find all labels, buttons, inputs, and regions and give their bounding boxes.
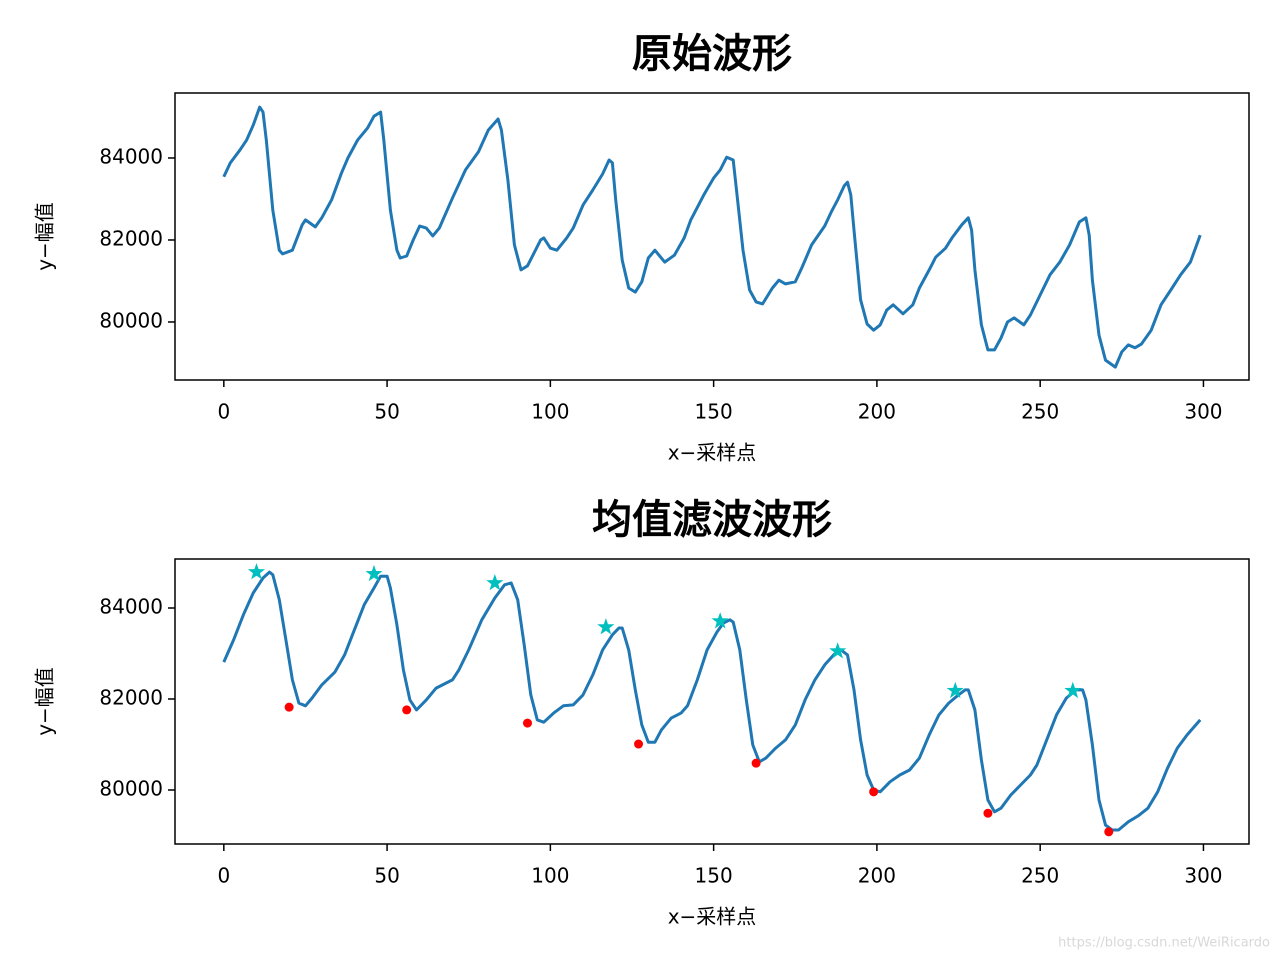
x-tick-label: 0 — [217, 400, 230, 424]
x-tick-label: 200 — [858, 864, 896, 888]
x-axis-label: x−采样点 — [668, 905, 757, 929]
line-series — [222, 570, 1202, 832]
x-tick-label: 250 — [1021, 864, 1059, 888]
x-tick-label: 0 — [217, 864, 230, 888]
trough-marker — [751, 758, 761, 768]
x-tick-label: 100 — [531, 864, 569, 888]
x-tick-label: 150 — [695, 400, 733, 424]
x-tick-label: 300 — [1184, 864, 1222, 888]
subplot: 均值滤波波形 x−采样点 y−幅值 0 50 100 150 200 250 300 80000 82… — [33, 496, 1271, 951]
x-tick-label: 50 — [374, 400, 399, 424]
y-tick-label: 80000 — [99, 308, 163, 332]
peak-marker — [829, 642, 847, 659]
chart-title: 原始波形 — [632, 30, 792, 77]
trough-marker — [983, 808, 993, 818]
subplot: 原始波形 x−采样点 y−幅值 0 50 100 150 200 250 300 80000 8200… — [33, 30, 1250, 465]
trough-marker — [869, 787, 879, 797]
axes-frame — [174, 92, 1250, 381]
trough-marker — [523, 718, 533, 728]
trough-marker — [634, 739, 644, 749]
trough-marker — [284, 702, 294, 712]
peak-marker — [247, 563, 265, 580]
watermark: https://blog.csdn.net/WeiRicardo — [1058, 936, 1270, 951]
x-tick-label: 300 — [1184, 400, 1222, 424]
peak-marker — [365, 564, 383, 582]
y-tick-label: 84000 — [99, 144, 163, 168]
x-axis-label: x−采样点 — [668, 441, 757, 465]
trough-marker — [402, 705, 412, 715]
y-tick-label: 82000 — [99, 226, 163, 250]
peak-marker — [946, 681, 964, 699]
line-series — [222, 105, 1202, 369]
y-axis-label: y−幅值 — [33, 202, 57, 271]
peak-marker — [1064, 681, 1082, 699]
peak-marker — [711, 612, 729, 629]
y-axis-label: y−幅值 — [33, 667, 57, 736]
x-tick-label: 50 — [374, 864, 399, 888]
peak-marker — [486, 574, 504, 591]
y-tick-label: 82000 — [99, 685, 163, 709]
x-tick-label: 250 — [1021, 400, 1059, 424]
y-tick-label: 84000 — [99, 595, 163, 619]
chart-title: 均值滤波波形 — [592, 496, 832, 543]
peak-marker — [597, 618, 615, 635]
x-tick-label: 150 — [695, 864, 733, 888]
x-tick-label: 100 — [531, 400, 569, 424]
trough-marker — [1104, 827, 1114, 837]
x-tick-label: 200 — [858, 400, 896, 424]
y-tick-label: 80000 — [99, 776, 163, 800]
axes-frame — [174, 558, 1250, 845]
